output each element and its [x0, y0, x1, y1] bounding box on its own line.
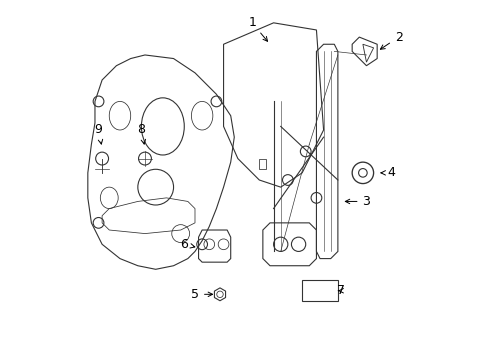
Text: 7: 7: [338, 284, 345, 297]
Text: 4: 4: [381, 166, 395, 179]
Text: 5: 5: [191, 288, 213, 301]
Text: 1: 1: [248, 16, 268, 41]
Text: 2: 2: [380, 31, 403, 49]
Text: 6: 6: [180, 238, 195, 251]
Text: 8: 8: [137, 123, 146, 144]
Text: 3: 3: [345, 195, 370, 208]
Text: 9: 9: [95, 123, 103, 144]
